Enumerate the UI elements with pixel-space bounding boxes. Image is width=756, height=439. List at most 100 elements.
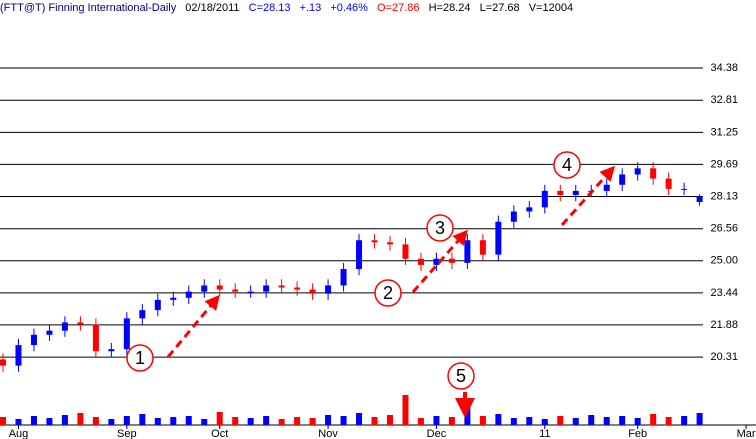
candle-body [123,318,130,350]
candle-body [541,190,548,208]
candle-body [371,240,378,243]
annotation-label: 3 [435,218,445,238]
candle-body [108,349,115,352]
change-pct: +0.46% [330,2,368,14]
candle-body [696,196,703,203]
candle-body [603,184,610,191]
high-label: H=28.24 [428,2,471,14]
candle-body [356,240,363,270]
x-tick-label: Mar [737,428,756,439]
candle-body [634,168,641,175]
date: 02/18/2011 [185,2,240,14]
volume-bar [309,418,316,425]
x-tick-label: Aug [9,428,29,439]
candle-body [170,297,177,300]
y-tick-label: 20.31 [710,351,738,363]
y-tick-label: 28.13 [710,190,738,202]
candle-body [495,221,502,255]
y-tick-label: 32.81 [710,94,738,106]
volume-bar [170,417,177,425]
volume-bar [201,419,208,425]
candle-body [216,285,223,290]
candle-body [526,207,533,212]
volume-bar [402,395,409,425]
annotation-arrow [411,229,468,293]
x-tick-label: Oct [211,428,228,439]
annotation-circle [126,344,154,372]
volume-bar [572,418,579,425]
candle-body [448,258,455,263]
annotation-label: 5 [456,366,466,386]
y-tick-label: 23.44 [710,287,738,299]
volume-bar [634,418,641,425]
volume-bar [541,419,548,425]
candle-body [325,285,332,294]
candle-body [387,242,393,245]
volume-bar [216,412,223,425]
candle-body [77,322,84,325]
candle-body [619,174,626,185]
candle-body [15,345,22,366]
candle-body [464,240,471,263]
volume-bar [154,418,161,425]
annotation-label: 4 [562,155,572,175]
candle-body [340,269,347,286]
candle-body [510,211,517,222]
candle-body [61,322,68,331]
annotation-circle [447,362,475,390]
annotation-label: 1 [135,348,145,368]
candle-body [402,244,409,259]
volume-bar [139,414,146,425]
open-label: O=27.86 [377,2,420,14]
volume-bar [510,418,517,425]
volume-bar [340,416,347,425]
volume-bar [232,417,239,425]
volume-bar [448,417,455,425]
volume-bar [495,414,502,425]
candle-body [665,178,672,189]
candle-body [0,359,6,366]
volume-bar [619,416,626,425]
candle-body [557,190,564,196]
volume-bar [681,416,688,425]
volume-bar [108,419,115,425]
candle-body [294,287,301,290]
volume-bar [356,413,363,425]
candle-body [92,324,99,352]
volume-bar [92,417,99,425]
volume-bar [479,416,486,425]
candle-body [46,330,53,335]
candle-body [154,299,161,311]
volume-bar [0,417,6,425]
symbol: (FTT@T) Finning International-Daily [0,2,177,14]
y-tick-label: 26.56 [710,223,738,235]
candle-body [30,334,37,346]
volume-bar [46,418,53,425]
volume-bar [123,416,130,425]
candle-body [572,190,579,196]
volume-bar [15,419,22,425]
candle-body [185,291,192,298]
volume-bar [263,416,270,425]
candle-body [139,310,146,319]
x-tick-label: Dec [427,428,447,439]
candle-body [201,285,208,292]
volume-bar [247,418,254,425]
annotation-circle [426,214,454,242]
close-label: C=28.13 [248,2,291,14]
annotation-label: 2 [383,283,393,303]
candle-body [681,188,688,190]
volume-bar [61,415,68,425]
volume-bar [30,416,37,425]
volume-bar [557,416,564,425]
y-tick-label: 31.25 [710,126,738,138]
volume-bar [278,419,285,425]
volume-bar [603,417,610,425]
low-label: L=27.68 [479,2,520,14]
x-tick-label: 11 [539,428,550,439]
volume-bar [325,415,332,425]
candle-body [247,291,254,293]
annotation-circle [374,279,402,307]
x-tick-label: Feb [628,428,647,439]
